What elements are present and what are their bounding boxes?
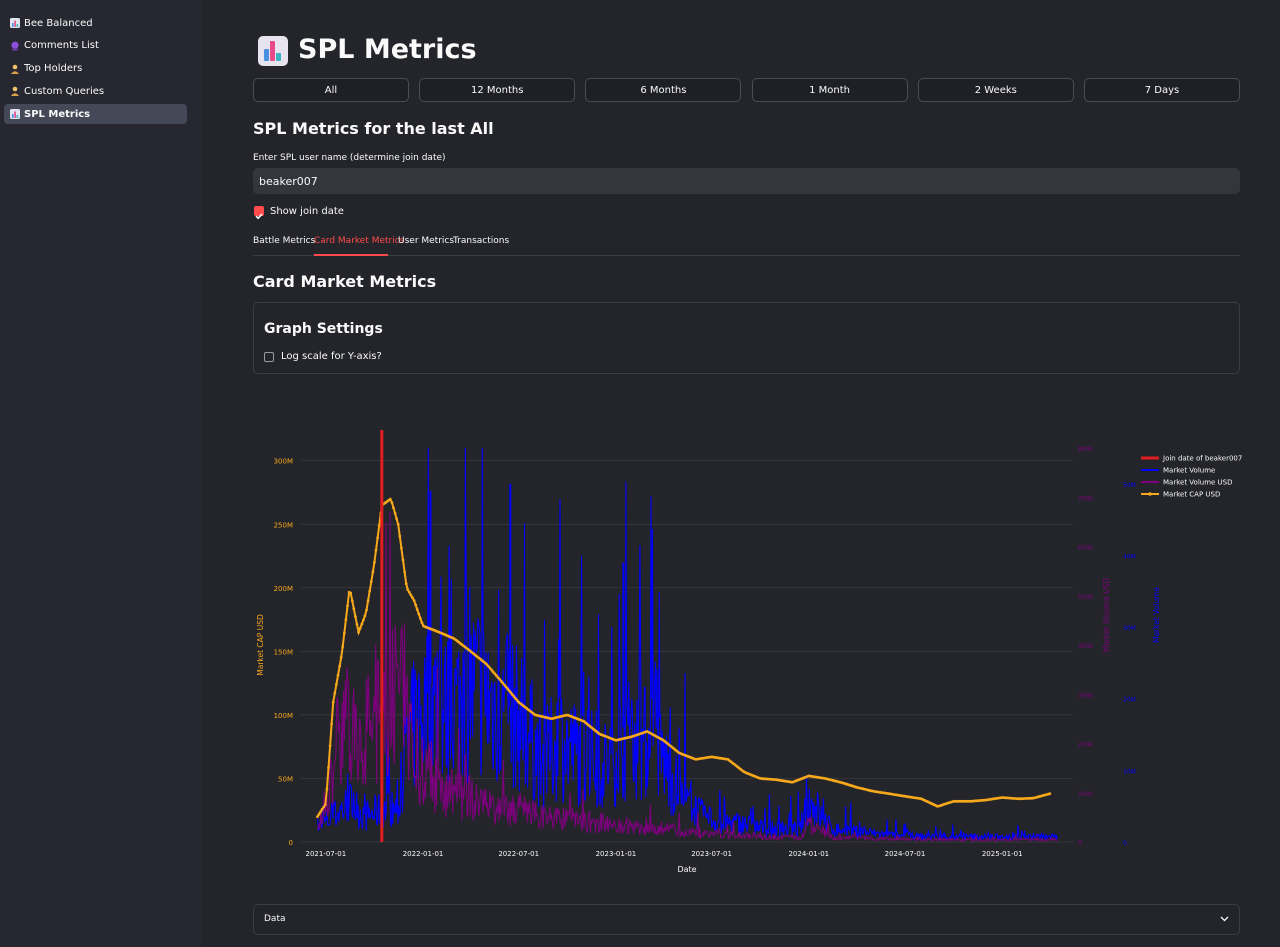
x-tick-label: 2024-01-01 xyxy=(788,850,829,858)
show-join-checkbox[interactable] xyxy=(254,206,264,220)
y-left-tick-label: 0 xyxy=(289,839,293,847)
legend-marker xyxy=(1148,492,1152,496)
y-left-tick-label: 300M xyxy=(274,458,293,466)
y-left-axis-title: Market CAP USD xyxy=(256,614,265,676)
legend-label: Join date of beaker007 xyxy=(1162,455,1242,463)
x-tick-label: 2024-07-01 xyxy=(885,850,926,858)
series-market-volume xyxy=(316,447,1058,842)
y-usd-tick-label: 700k xyxy=(1078,495,1093,502)
sidebar-item-label: Top Holders xyxy=(24,63,83,75)
y-volume-tick-label: 50M xyxy=(1123,482,1136,489)
period-button-1-month[interactable]: 1 Month xyxy=(751,78,908,102)
tabs-divider xyxy=(253,255,1240,256)
sidebar-item-label: Custom Queries xyxy=(24,85,105,97)
legend-label: Market CAP USD xyxy=(1163,491,1220,499)
y-left-tick-label: 150M xyxy=(274,648,293,656)
period-button-all[interactable]: All xyxy=(253,78,409,102)
chevron-down-icon xyxy=(1220,916,1229,922)
y-left-tick-label: 250M xyxy=(274,521,293,529)
person-icon xyxy=(10,64,20,74)
y-usd-tick-label: 500k xyxy=(1078,594,1093,601)
series-market-volume-usd xyxy=(316,512,1058,843)
bar-chart-icon xyxy=(10,109,20,120)
y-volume-tick-label: 10M xyxy=(1123,768,1136,775)
legend-label: Market Volume xyxy=(1163,467,1215,475)
period-subheader: SPL Metrics for the last All xyxy=(253,119,494,138)
y-volume-tick-label: 0 xyxy=(1123,840,1127,847)
y-left-tick-label: 100M xyxy=(274,712,293,720)
y-usd-tick-label: 0 xyxy=(1078,840,1082,847)
y-usd-tick-label: 100k xyxy=(1078,791,1093,798)
y-volume-tick-label: 40M xyxy=(1123,553,1136,560)
y-usd-tick-label: 800k xyxy=(1078,446,1093,453)
graph-settings-box: Graph Settings Log scale for Y-axis? xyxy=(253,302,1240,374)
y-volume-tick-label: 30M xyxy=(1123,625,1136,632)
legend-label: Market Volume USD xyxy=(1163,479,1233,487)
crystal-ball-icon xyxy=(10,41,20,51)
check-icon xyxy=(255,213,263,220)
bar-chart-icon xyxy=(10,18,20,28)
show-join-label: Show join date xyxy=(270,206,344,217)
page-title: SPL Metrics xyxy=(298,34,477,65)
y-volume-tick-label: 20M xyxy=(1123,697,1136,704)
period-button-2-weeks[interactable]: 2 Weeks xyxy=(917,78,1074,102)
chart-legend: Join date of beaker007 Market Volume Marke… xyxy=(1141,455,1242,499)
username-input[interactable]: beaker007 xyxy=(253,168,1240,194)
x-tick-label: 2023-01-01 xyxy=(596,850,637,858)
x-tick-label: 2022-07-01 xyxy=(498,850,539,858)
tab-card-market-metrics[interactable]: Card Market Metrics xyxy=(314,236,405,246)
graph-settings-title: Graph Settings xyxy=(264,321,383,337)
active-tab-underline xyxy=(314,254,388,256)
section-title: Card Market Metrics xyxy=(253,272,437,291)
username-label: Enter SPL user name (determine join date… xyxy=(253,153,446,163)
y-left-tick-label: 50M xyxy=(278,775,293,783)
main-content: SPL Metrics All 12 Months 6 Months 1 Month 2… xyxy=(202,0,1280,947)
tab-transactions[interactable]: Transactions xyxy=(453,236,510,246)
person-icon xyxy=(10,86,20,97)
sidebar-item-label: Bee Balanced xyxy=(24,17,93,29)
sidebar-item-spl-metrics[interactable]: SPL Metrics xyxy=(4,104,187,125)
market-metrics-chart[interactable]: 0 50M 100M 150M 200M 250M 300M 0 100k 200k 300k 400… xyxy=(253,430,1243,880)
tab-user-metrics[interactable]: User Metrics xyxy=(398,236,455,246)
x-tick-label: 2022-01-01 xyxy=(403,850,444,858)
y-usd-axis-title: Market Volume USD xyxy=(1102,578,1111,653)
y-usd-tick-label: 400k xyxy=(1078,643,1093,650)
log-scale-checkbox[interactable] xyxy=(264,352,274,362)
data-expander-label: Data xyxy=(264,914,286,924)
sidebar-item-custom-queries[interactable]: Custom Queries xyxy=(4,81,187,101)
x-axis-title: Date xyxy=(677,865,696,874)
username-value: beaker007 xyxy=(259,174,318,188)
x-tick-label: 2021-07-01 xyxy=(305,850,346,858)
series-market-cap xyxy=(316,497,1051,818)
sidebar-item-label: Comments List xyxy=(24,40,99,52)
y-usd-tick-label: 300k xyxy=(1078,692,1093,699)
period-button-7-days[interactable]: 7 Days xyxy=(1084,78,1240,102)
period-button-6-months[interactable]: 6 Months xyxy=(585,78,742,102)
data-expander[interactable]: Data xyxy=(253,904,1240,935)
sidebar-item-comments-list[interactable]: Comments List xyxy=(4,36,187,56)
bar-chart-icon xyxy=(258,36,288,66)
period-button-12-months[interactable]: 12 Months xyxy=(419,78,576,102)
sidebar-item-label: SPL Metrics xyxy=(24,108,91,120)
x-tick-label: 2023-07-01 xyxy=(691,850,732,858)
sidebar-item-top-holders[interactable]: Top Holders xyxy=(4,59,187,79)
x-tick-label: 2025-01-01 xyxy=(982,850,1023,858)
y-usd-tick-label: 600k xyxy=(1078,545,1093,552)
log-scale-label: Log scale for Y-axis? xyxy=(281,351,382,362)
sidebar-item-bee-balanced[interactable]: Bee Balanced xyxy=(4,13,187,33)
y-left-tick-label: 200M xyxy=(274,585,293,593)
y-usd-tick-label: 200k xyxy=(1078,742,1093,749)
sidebar: Bee Balanced Comments List Top Holders Cust… xyxy=(0,0,202,947)
tab-battle-metrics[interactable]: Battle Metrics xyxy=(253,236,316,246)
y-volume-axis-title: Market Volume xyxy=(1152,587,1161,643)
